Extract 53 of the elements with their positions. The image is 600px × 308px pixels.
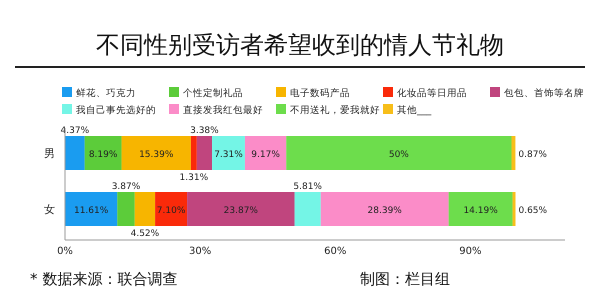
data-label: 3.87% (112, 182, 141, 192)
legend-label: 其他___ (397, 104, 432, 116)
legend-label: 个性定制礼品 (183, 87, 243, 99)
x-tick-label: 30% (189, 246, 212, 257)
y-tick-label: 女 (44, 203, 55, 216)
data-label: 50% (388, 150, 410, 160)
data-label: 7.10% (156, 206, 186, 216)
data-label: 5.81% (293, 182, 322, 192)
legend-label: 直接发我红包最好 (183, 104, 263, 116)
data-label: 0.87% (518, 150, 548, 160)
bar (448, 192, 513, 226)
data-label: 7.31% (214, 150, 244, 160)
data-label: 8.19% (88, 150, 118, 160)
bar (244, 136, 286, 170)
data-label: 28.39% (368, 206, 402, 216)
bar (187, 192, 295, 226)
bar (155, 192, 188, 226)
legend-label: 我自己事先选好的 (76, 104, 156, 116)
bar (294, 192, 321, 226)
data-label: 14.19% (463, 206, 498, 216)
y-tick-label: 男 (44, 147, 55, 160)
data-label: 9.17% (251, 150, 280, 160)
data-label: 11.61% (74, 206, 109, 216)
bar (196, 136, 212, 170)
legend-label: 不用送礼，爱我就好 (290, 104, 380, 116)
legend-label: 化妆品等日用品 (397, 87, 467, 99)
bar (84, 136, 122, 170)
data-label: 0.65% (518, 206, 548, 216)
text: 制图：栏目组 (360, 270, 450, 288)
data-label: 3.38% (190, 126, 220, 136)
bar (512, 192, 516, 226)
data-label: 15.39% (139, 150, 174, 160)
chart-title: 不同性别受访者希望收到的情人节礼物 (96, 31, 504, 59)
data-label: 1.31% (180, 173, 209, 183)
bar (190, 136, 197, 170)
data-label: 4.52% (130, 229, 160, 239)
legend-label: 包包、首饰等名牌 (504, 87, 584, 99)
bar (65, 192, 118, 226)
bar (122, 136, 191, 170)
x-tick-label: 90% (459, 246, 482, 257)
bar (117, 192, 135, 226)
text: * 数据来源：联合调查 (30, 270, 178, 288)
bar (286, 136, 512, 170)
bar (134, 192, 156, 226)
bar (511, 136, 516, 170)
data-label: 23.87% (224, 206, 258, 216)
x-tick-label: 0% (57, 246, 73, 257)
legend-label: 鲜花、巧克力 (76, 87, 136, 99)
bar (320, 192, 449, 226)
bar (65, 136, 85, 170)
bar (212, 136, 245, 170)
x-tick-label: 60% (324, 246, 346, 257)
legend-label: 电子数码产品 (290, 87, 350, 99)
